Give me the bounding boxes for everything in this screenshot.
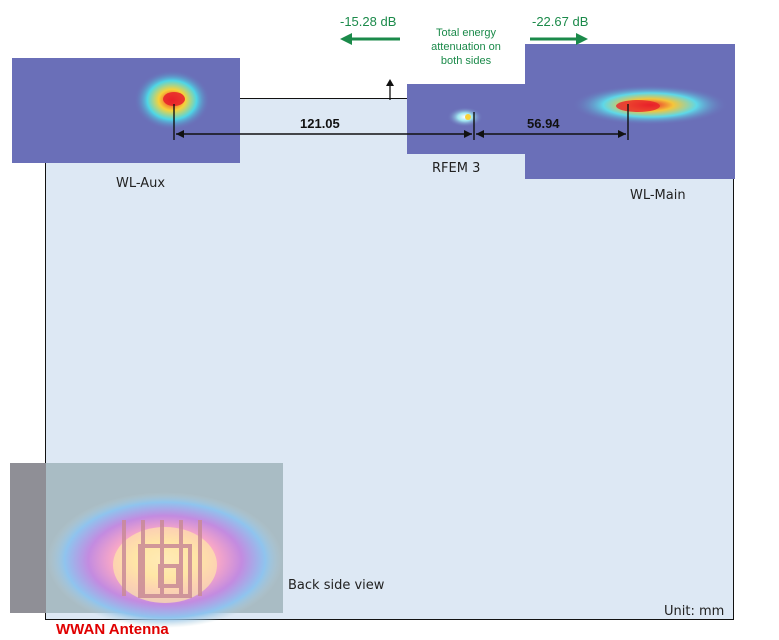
rfem-label: RFEM 3 — [432, 161, 481, 176]
dimension-arrows — [173, 104, 629, 140]
wl-main-label: WL-Main — [630, 188, 686, 203]
wwan-heatmap — [10, 463, 283, 628]
note-line-1: Total energy — [436, 27, 496, 39]
unit-label: Unit: mm — [664, 604, 725, 619]
wl-aux-label: WL-Aux — [116, 176, 166, 191]
note-line-2: attenuation on — [431, 41, 501, 53]
wl-aux-heatmap — [12, 58, 240, 163]
right-distance-label: 56.94 — [527, 116, 560, 131]
up-arrow-icon — [386, 79, 394, 100]
right-attenuation-value: -22.67 dB — [532, 14, 589, 29]
left-attenuation-arrow — [340, 33, 400, 45]
view-label: Back side view — [288, 578, 385, 593]
left-distance-label: 121.05 — [300, 116, 340, 131]
left-attenuation-value: -15.28 dB — [340, 14, 397, 29]
wl-main-heatmap — [525, 44, 735, 179]
wwan-antenna-label: WWAN Antenna — [56, 621, 169, 638]
rfem-heatmap — [407, 84, 525, 154]
right-attenuation-arrow — [530, 33, 588, 45]
note-line-3: both sides — [440, 55, 492, 67]
attenuation-note: Total energy attenuation on both sides — [407, 16, 525, 84]
